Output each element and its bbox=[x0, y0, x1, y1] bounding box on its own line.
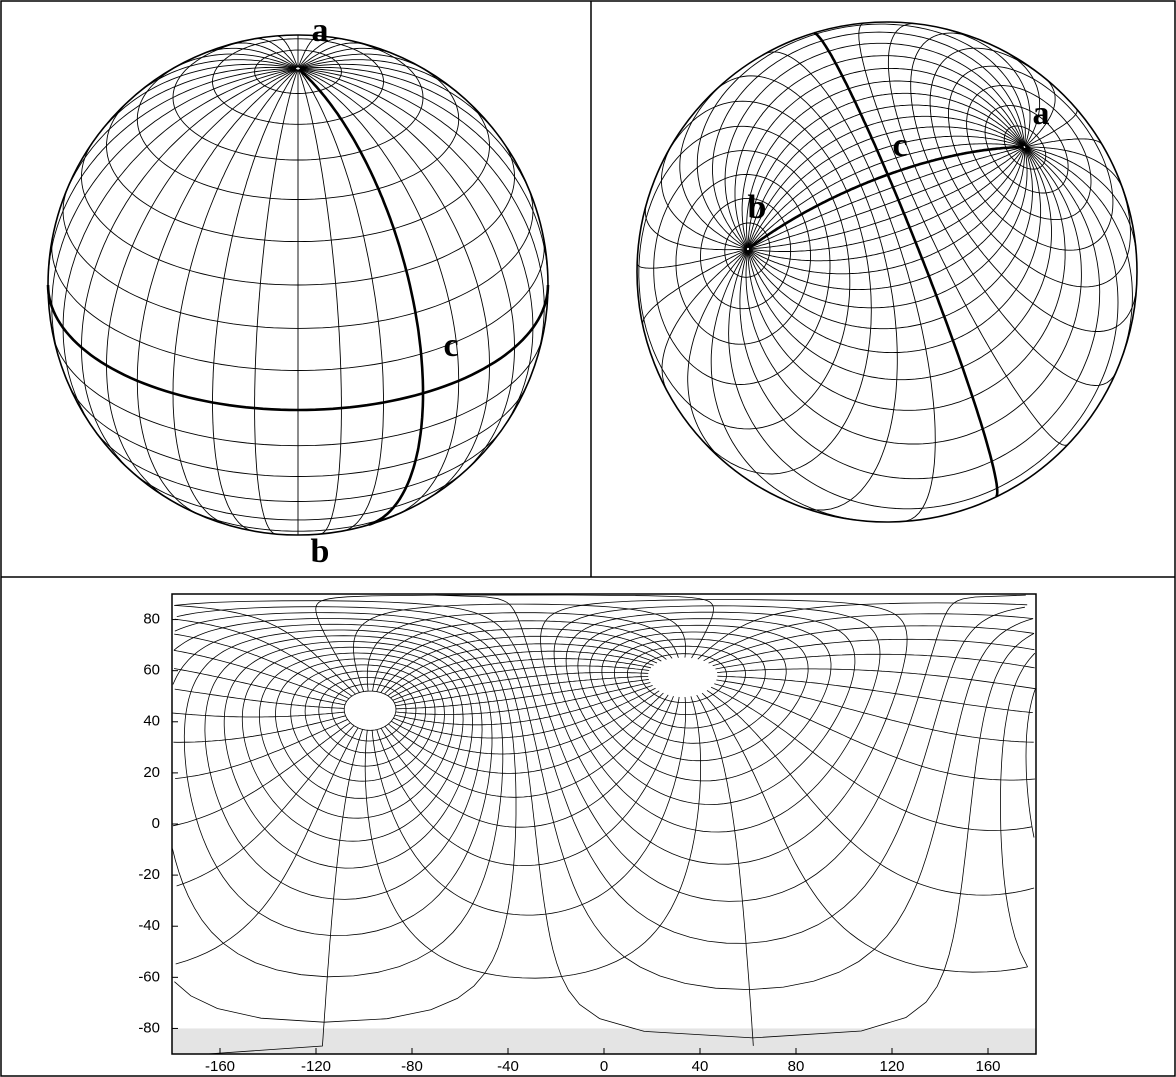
x-tick-label: -160 bbox=[205, 1058, 235, 1075]
map-axes: -160 -120 -80 -40 0 40 80 120 160 -80 -60 -40 -20 0 20… bbox=[138, 611, 1000, 1075]
globe-right bbox=[637, 22, 1137, 522]
grid-line bbox=[319, 678, 416, 753]
y-tick-label: -40 bbox=[138, 917, 160, 934]
grid-line bbox=[172, 624, 1035, 977]
grid-line bbox=[174, 654, 1035, 705]
y-tick-label: 0 bbox=[152, 815, 160, 832]
line-label: c bbox=[892, 127, 907, 164]
pole-label: a bbox=[312, 12, 329, 49]
globe-left bbox=[48, 35, 548, 535]
grid-line bbox=[385, 695, 668, 797]
grid-line bbox=[393, 688, 655, 738]
grid-line bbox=[554, 606, 880, 832]
grid-line bbox=[174, 626, 1034, 699]
y-tick-label: -80 bbox=[138, 1019, 160, 1036]
grid-line bbox=[205, 636, 482, 900]
grid-line bbox=[566, 612, 855, 804]
x-tick-label: 0 bbox=[600, 1058, 608, 1075]
grid-line bbox=[372, 697, 685, 915]
x-tick-label: -120 bbox=[301, 1058, 331, 1075]
y-tick-label: 20 bbox=[143, 764, 160, 781]
x-tick-label: 40 bbox=[692, 1058, 709, 1075]
x-tick-label: 160 bbox=[975, 1058, 1000, 1075]
grid-line bbox=[344, 691, 396, 730]
grid-line bbox=[173, 680, 1033, 742]
pole-label: b bbox=[748, 189, 767, 226]
grid-line bbox=[175, 669, 1036, 709]
grid-line bbox=[578, 619, 831, 781]
grid-line bbox=[541, 600, 908, 865]
grid-line bbox=[435, 595, 1026, 901]
pole-label: a bbox=[1033, 95, 1050, 132]
x-tick-label: 120 bbox=[879, 1058, 904, 1075]
y-tick-label: 40 bbox=[143, 713, 160, 730]
y-tick-label: 60 bbox=[143, 662, 160, 679]
x-tick-label: 80 bbox=[788, 1058, 805, 1075]
pole-label: b bbox=[311, 533, 330, 570]
line-label: c bbox=[443, 327, 458, 364]
grid-line bbox=[259, 653, 453, 818]
y-tick-label: 80 bbox=[143, 611, 160, 628]
map-grid bbox=[172, 595, 1036, 1054]
grid-line bbox=[173, 687, 1032, 830]
grid-line bbox=[628, 646, 746, 714]
figure: a b c a b c -160 -120 -80 -40 0 40 80 120 160 -80… bbox=[0, 0, 1176, 1077]
grid-line bbox=[207, 695, 753, 1054]
grid-line bbox=[365, 696, 700, 978]
globe-outline bbox=[637, 22, 1137, 522]
grid-line bbox=[177, 690, 1035, 895]
x-tick-label: -40 bbox=[497, 1058, 519, 1075]
y-tick-label: -20 bbox=[138, 866, 160, 883]
x-tick-label: -80 bbox=[401, 1058, 423, 1075]
grid-line bbox=[176, 693, 1028, 972]
grid-line bbox=[172, 676, 1033, 717]
grid-line bbox=[184, 630, 492, 936]
map-frame bbox=[172, 594, 1036, 1054]
grid-line bbox=[175, 684, 1035, 780]
grid-line bbox=[395, 685, 653, 724]
y-tick-label: -60 bbox=[138, 968, 160, 985]
